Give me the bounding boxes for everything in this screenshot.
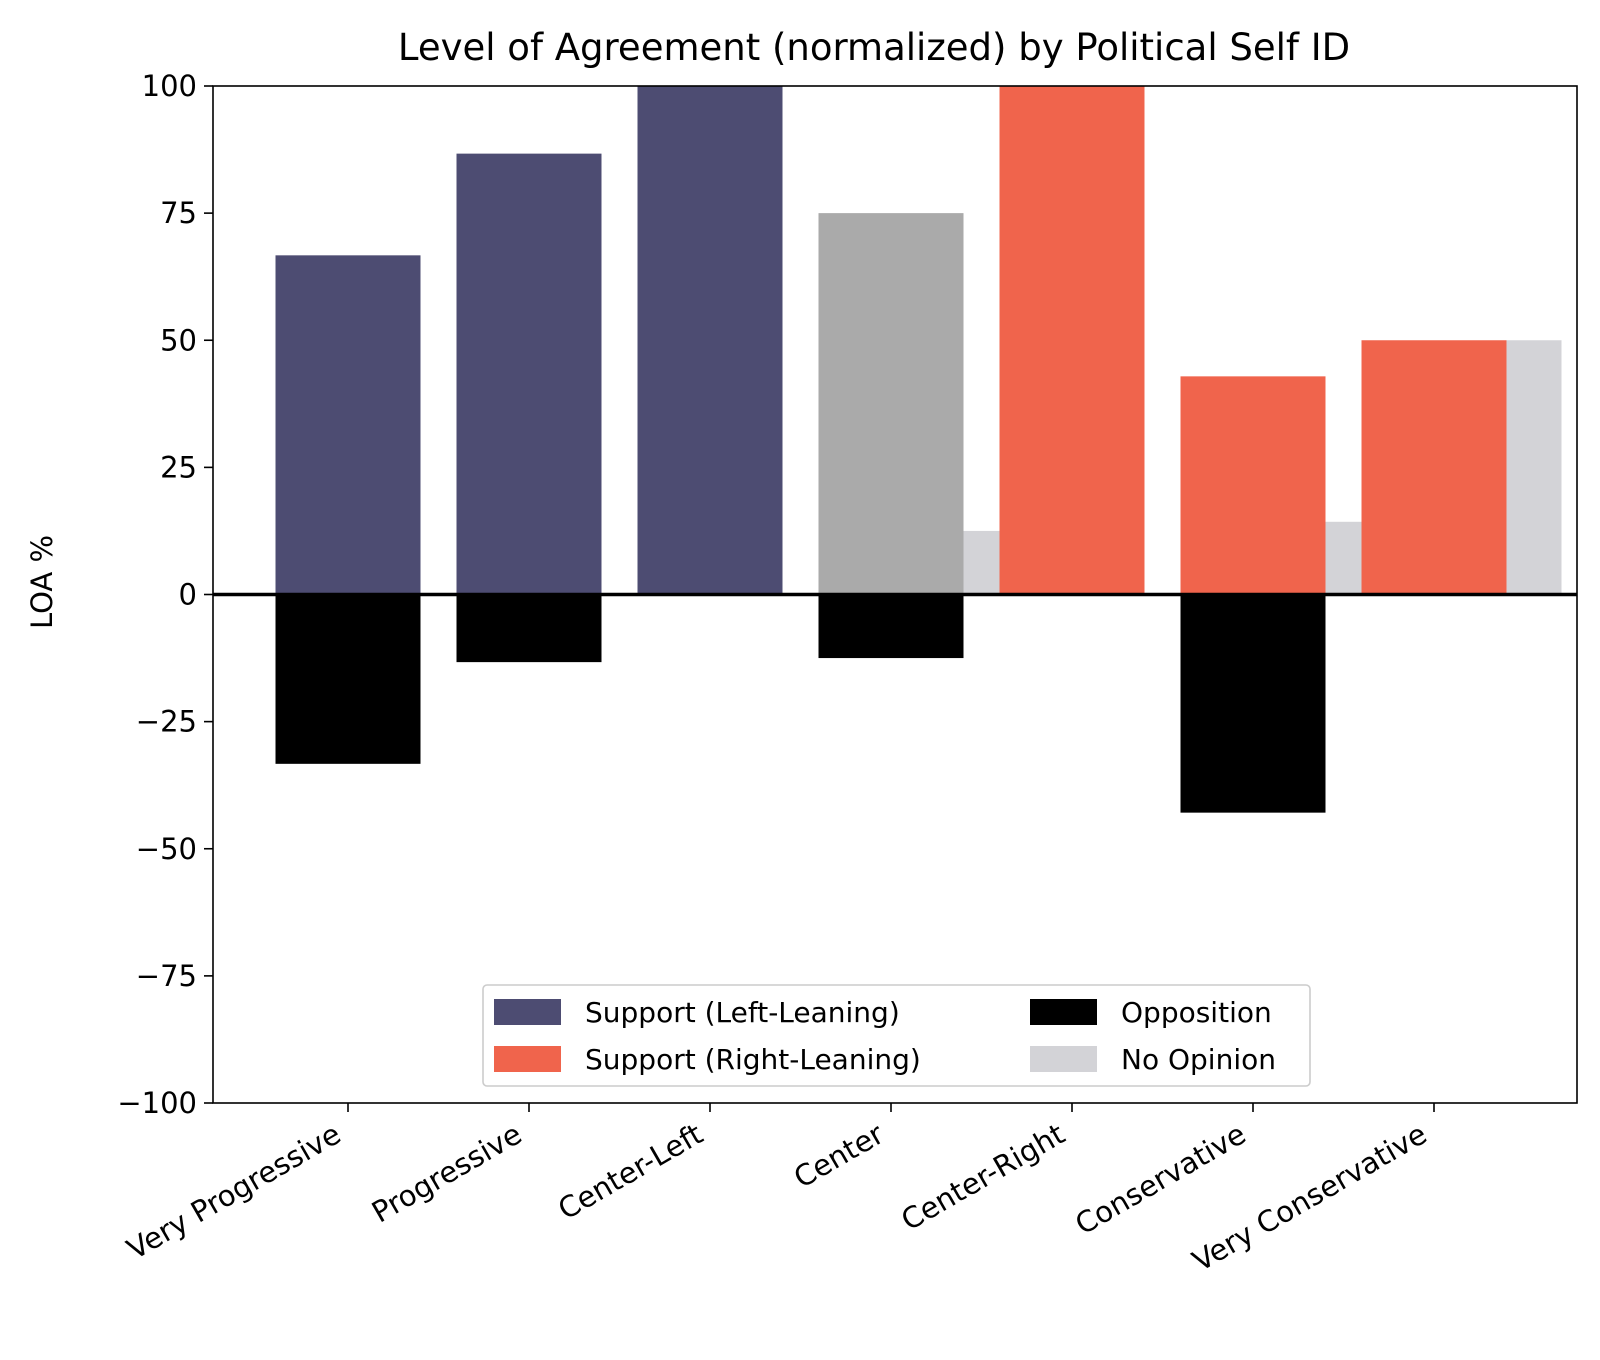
legend-label: Opposition [1121, 996, 1272, 1029]
x-tick-label: Center-Right [895, 1117, 1070, 1238]
support-bar-very-progressive [275, 255, 421, 595]
support-bar-progressive [456, 153, 602, 595]
legend-swatch [1030, 999, 1097, 1025]
legend-label: No Opinion [1121, 1043, 1276, 1076]
y-tick-label: −50 [136, 832, 197, 866]
plot-area [212, 85, 1578, 1104]
support-bar-conservative [1180, 376, 1326, 595]
legend: Support (Left-Leaning) Opposition Support … [482, 984, 1311, 1087]
y-tick-label: 25 [160, 450, 197, 484]
y-tick-label: −25 [136, 705, 197, 739]
x-axis: Very Progressive Progressive Center-Left Ce… [121, 1103, 1435, 1278]
y-tick-label: −75 [136, 959, 197, 993]
support-bar-center-right [999, 86, 1145, 595]
y-axis: 100 75 50 25 0 −25 −50 −75 −100 [117, 69, 213, 1120]
y-tick-label: 75 [160, 196, 197, 230]
opposition-bar-center [818, 594, 964, 659]
y-tick-label: 0 [179, 578, 197, 612]
y-tick-label: −100 [117, 1086, 197, 1120]
x-tick-label: Very Progressive [121, 1117, 346, 1267]
x-tick-label: Center [788, 1117, 890, 1195]
support-bar-very-conservative [1361, 340, 1507, 595]
y-tick-label: 100 [142, 69, 197, 103]
x-tick-label: Conservative [1069, 1117, 1251, 1242]
support-bar-center [818, 213, 964, 595]
no-opinion-bar-very-conservative [1506, 340, 1562, 595]
support-bar-center-left [637, 86, 783, 595]
legend-swatch [1030, 1046, 1097, 1072]
chart-title: Level of Agreement (normalized) by Polit… [398, 26, 1350, 69]
x-tick-label: Center-Left [552, 1117, 708, 1227]
opposition-bar-conservative [1180, 594, 1326, 813]
legend-label: Support (Left-Leaning) [585, 996, 900, 1029]
legend-swatch [494, 999, 561, 1025]
legend-box [482, 984, 1311, 1087]
y-axis-label: LOA % [25, 535, 59, 629]
y-tick-label: 50 [160, 323, 197, 357]
opposition-bar-very-progressive [275, 594, 421, 764]
x-tick-label: Progressive [366, 1117, 527, 1230]
legend-label: Support (Right-Leaning) [585, 1043, 921, 1076]
opposition-bar-progressive [456, 594, 602, 663]
legend-swatch [494, 1046, 561, 1072]
